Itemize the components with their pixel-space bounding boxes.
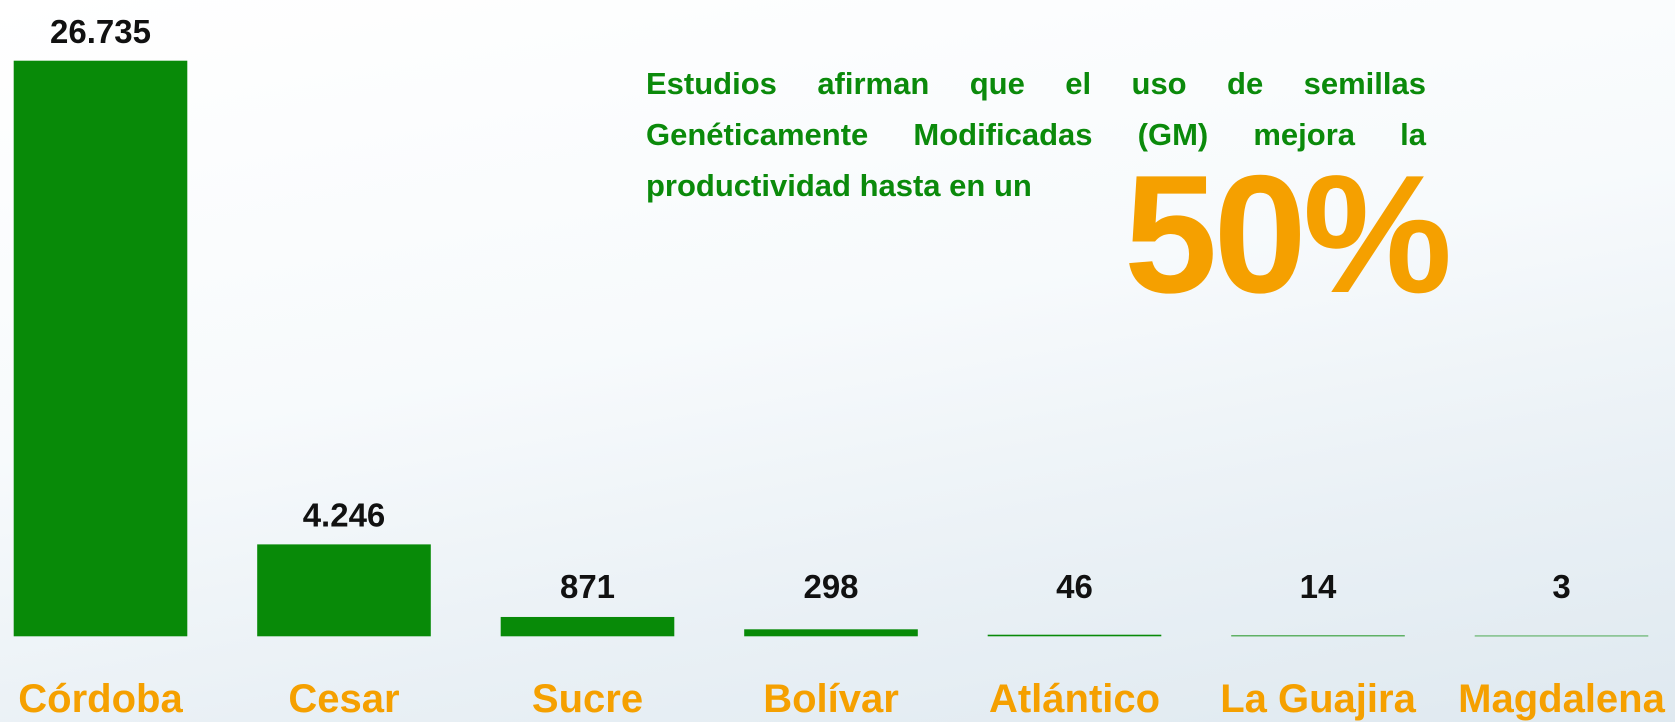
bar <box>987 634 1162 637</box>
value-label: 46 <box>1056 568 1093 605</box>
value-label: 871 <box>560 568 615 605</box>
highlight: 50% <box>1124 140 1452 328</box>
annotation: Estudios afirman que el uso de semillas … <box>646 66 1426 203</box>
category-label: Bolívar <box>763 677 899 721</box>
bar <box>13 60 188 637</box>
bar <box>257 544 431 637</box>
value-label: 14 <box>1300 568 1337 605</box>
value-label: 298 <box>803 568 858 605</box>
category-label: Cesar <box>288 677 399 721</box>
category-label: La Guajira <box>1220 677 1416 721</box>
category-label: Atlántico <box>989 677 1160 721</box>
value-label: 26.735 <box>50 13 151 50</box>
bar <box>500 616 675 637</box>
category-label: Sucre <box>532 677 643 721</box>
value-label: 4.246 <box>303 497 386 534</box>
bar <box>744 629 918 637</box>
category-label: Córdoba <box>18 677 183 721</box>
category-label: Magdalena <box>1458 677 1665 721</box>
value-label: 3 <box>1552 568 1570 605</box>
